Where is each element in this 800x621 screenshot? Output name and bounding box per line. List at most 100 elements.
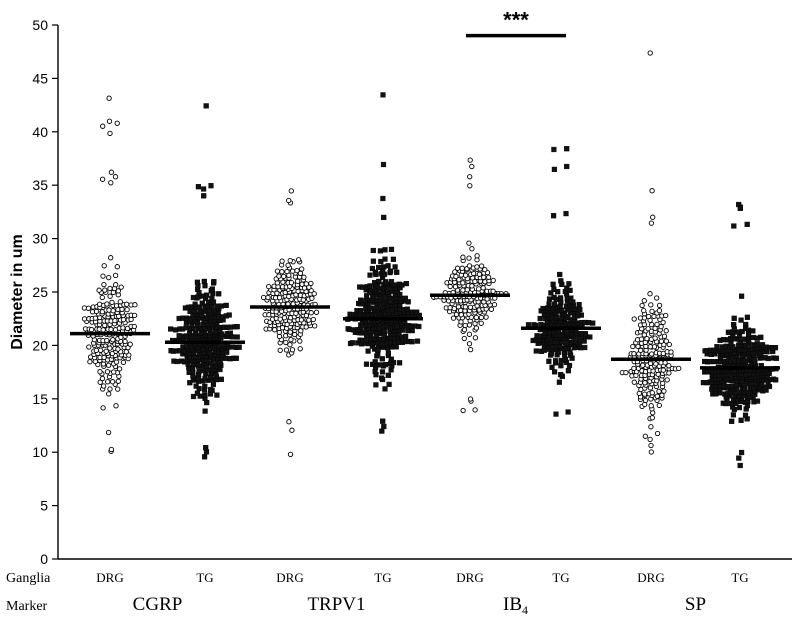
data-point [209, 286, 215, 292]
data-point [367, 305, 373, 311]
data-point [380, 418, 386, 424]
data-point [203, 103, 209, 109]
data-point [187, 316, 193, 322]
data-point [462, 304, 469, 310]
data-point [467, 396, 474, 402]
data-point [194, 390, 201, 396]
data-point [638, 347, 644, 354]
group-ib4-tg [525, 146, 596, 417]
data-point [101, 263, 107, 269]
data-point [582, 344, 588, 351]
data-point [372, 359, 378, 365]
data-point [553, 411, 559, 417]
data-point [107, 293, 113, 299]
data-point [731, 326, 737, 332]
data-point [730, 412, 737, 418]
data-point [452, 269, 458, 275]
data-point [754, 341, 760, 347]
data-point [409, 339, 415, 345]
data-point [211, 308, 217, 314]
data-point [648, 302, 654, 308]
data-point [388, 279, 395, 285]
data-point [450, 315, 457, 321]
data-point [102, 322, 108, 329]
data-point [648, 442, 654, 449]
data-point [551, 301, 558, 307]
data-point [104, 301, 110, 307]
data-point [377, 297, 383, 303]
data-point [392, 264, 398, 270]
data-point [564, 285, 570, 291]
data-point [739, 293, 745, 299]
data-point [491, 301, 498, 308]
data-point [218, 376, 224, 382]
data-point [297, 338, 303, 344]
ganglia-label: DRG [456, 570, 483, 585]
data-point [202, 375, 208, 382]
data-point [466, 240, 472, 246]
data-point [174, 358, 180, 365]
data-point [288, 336, 294, 343]
group-trpv1-tg [345, 92, 422, 434]
ganglia-label: DRG [637, 570, 664, 585]
data-point [453, 273, 459, 280]
data-point [96, 301, 103, 307]
data-point [648, 403, 654, 409]
data-point [380, 92, 386, 98]
data-point [403, 281, 409, 287]
data-point [454, 265, 461, 271]
data-point [372, 269, 379, 275]
data-point [648, 424, 654, 430]
data-point [467, 157, 473, 163]
data-point [287, 451, 294, 458]
data-point [285, 262, 291, 268]
data-point [100, 327, 106, 333]
data-point [482, 266, 488, 273]
data-point [721, 383, 727, 389]
data-point [300, 297, 306, 303]
y-tick-label: 15 [32, 391, 48, 407]
data-point [587, 334, 593, 340]
y-tick-label: 10 [32, 444, 48, 460]
data-point [663, 312, 669, 319]
data-point [99, 176, 106, 182]
data-point [357, 326, 364, 332]
data-point [638, 336, 645, 342]
data-point [651, 344, 658, 350]
data-point [375, 305, 381, 311]
data-point [460, 280, 466, 286]
data-point [194, 362, 201, 368]
data-point [105, 429, 112, 436]
group-trpv1-drg [260, 188, 320, 458]
data-point [405, 299, 411, 305]
data-point [87, 359, 93, 365]
data-point [739, 328, 745, 335]
data-point [266, 283, 272, 290]
data-point [209, 295, 215, 302]
data-point [660, 319, 666, 326]
data-point [578, 312, 584, 318]
median-bars [70, 293, 780, 370]
data-point [294, 267, 300, 274]
data-point [466, 263, 473, 269]
data-point [295, 278, 301, 284]
data-point [382, 247, 388, 253]
data-point [641, 307, 647, 314]
data-point [369, 265, 376, 272]
data-point [649, 415, 655, 421]
data-point [99, 375, 106, 382]
data-point [707, 359, 713, 365]
data-point [112, 174, 119, 180]
data-point [397, 360, 403, 366]
data-point [223, 302, 229, 309]
data-point [382, 256, 388, 262]
data-point [81, 316, 88, 322]
data-point [192, 301, 198, 307]
data-point [214, 392, 220, 398]
data-point [659, 392, 665, 398]
data-point [744, 314, 751, 320]
data-point [301, 274, 307, 280]
data-point [748, 380, 754, 387]
data-point [758, 334, 764, 340]
data-point [558, 363, 564, 369]
